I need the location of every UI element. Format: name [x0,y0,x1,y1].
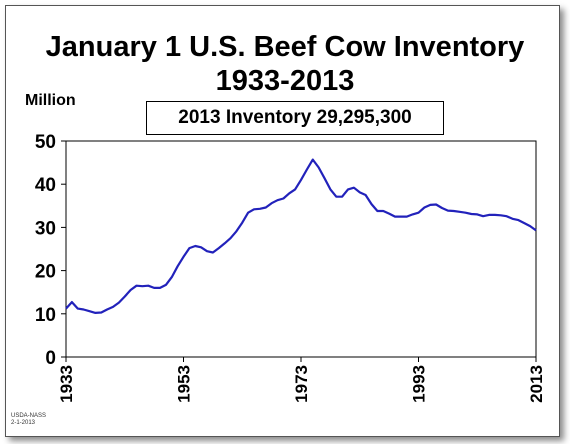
y-tick-label: 0 [45,348,56,369]
axes [65,140,537,358]
chart-frame [5,5,560,437]
source-line-2: 2-1-2013 [11,420,36,426]
source-line-1: USDA-NASS [11,413,47,419]
y-tick-label: 30 [35,218,56,239]
x-tick-label: 1953 [175,365,194,403]
x-tick-label: 1973 [292,365,311,403]
x-tick-label: 1933 [57,365,76,403]
y-tick-label: 10 [35,305,56,326]
chart-subtitle: 1933-2013 [215,65,355,97]
inventory-annotation: 2013 Inventory 29,295,300 [146,101,444,135]
y-ticks: 0 10 20 30 40 50 [35,132,66,369]
y-tick-label: 50 [35,132,56,153]
x-tick-label: 2013 [527,365,546,403]
chart-title: January 1 U.S. Beef Cow Inventory [45,31,525,63]
y-tick-label: 40 [35,175,56,196]
series-line [65,158,537,314]
y-axis-label: Million [25,92,76,109]
source-note: USDA-NASS 2-1-2013 [11,413,46,427]
y-tick-label: 20 [35,262,56,283]
x-tick-label: 1993 [410,365,429,403]
plot-area [65,140,537,358]
x-ticks: 1933 1953 1973 1993 2013 [57,357,546,403]
